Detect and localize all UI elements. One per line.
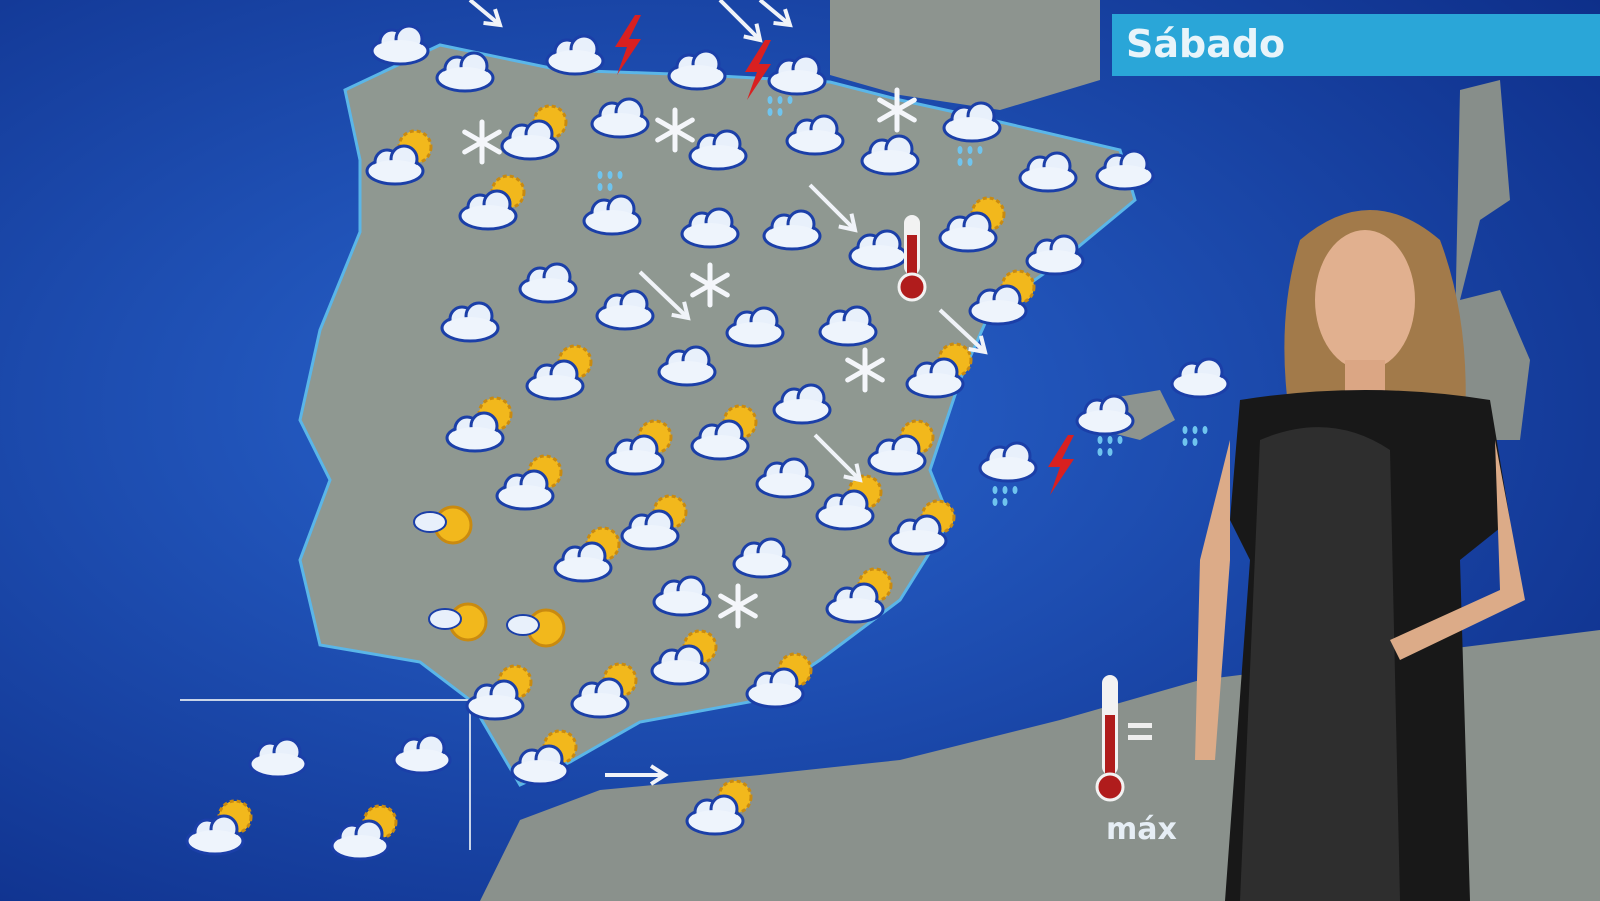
rain-icon bbox=[1012, 486, 1018, 494]
day-label: Sábado bbox=[1126, 22, 1286, 66]
rain-icon bbox=[787, 96, 793, 104]
rain-icon bbox=[1002, 498, 1008, 506]
rain-icon bbox=[1097, 436, 1103, 444]
snow-icon bbox=[845, 347, 885, 393]
rain-icon bbox=[1107, 436, 1113, 444]
max-temperature-label: máx bbox=[1106, 812, 1177, 847]
wind-arrow-icon bbox=[808, 183, 858, 233]
rain-icon bbox=[607, 171, 613, 179]
france-land bbox=[830, 0, 1100, 110]
lightning-icon bbox=[615, 15, 641, 75]
rain-icon bbox=[597, 171, 603, 179]
thermometer-icon bbox=[897, 215, 927, 302]
rain-icon bbox=[1182, 426, 1188, 434]
snow-icon bbox=[462, 119, 502, 165]
sun-cloud-icon bbox=[413, 505, 473, 545]
corsica-sardinia bbox=[1455, 80, 1530, 440]
rain-icon bbox=[1097, 448, 1103, 456]
rain-icon bbox=[777, 96, 783, 104]
rain-icon bbox=[957, 146, 963, 154]
rain-icon bbox=[597, 183, 603, 191]
lightning-icon bbox=[1048, 435, 1074, 495]
snow-icon bbox=[877, 87, 917, 133]
wind-arrow-icon bbox=[468, 0, 503, 28]
rain-icon bbox=[777, 108, 783, 116]
snow-icon bbox=[718, 583, 758, 629]
rain-icon bbox=[1117, 436, 1123, 444]
rain-icon bbox=[767, 108, 773, 116]
rain-icon bbox=[607, 183, 613, 191]
snow-icon bbox=[690, 262, 730, 308]
wind-arrow-icon bbox=[718, 0, 763, 43]
wind-arrow-icon bbox=[813, 433, 863, 483]
rain-icon bbox=[967, 158, 973, 166]
rain-icon bbox=[967, 146, 973, 154]
lightning-icon bbox=[745, 40, 771, 100]
sun-cloud-icon bbox=[428, 602, 488, 642]
rain-icon bbox=[992, 498, 998, 506]
wind-arrow-icon bbox=[938, 308, 988, 355]
day-banner: Sábado bbox=[1112, 14, 1600, 76]
rain-icon bbox=[617, 171, 623, 179]
thermometer-icon bbox=[1095, 675, 1152, 802]
rain-icon bbox=[992, 486, 998, 494]
rain-icon bbox=[977, 146, 983, 154]
wind-arrow-icon bbox=[758, 0, 793, 28]
wind-arrow-icon bbox=[605, 764, 669, 786]
wind-arrow-icon bbox=[638, 270, 691, 321]
sun-cloud-icon bbox=[506, 608, 566, 648]
snow-icon bbox=[655, 107, 695, 153]
rain-icon bbox=[1107, 448, 1113, 456]
presenter bbox=[1195, 210, 1525, 901]
rain-icon bbox=[1192, 426, 1198, 434]
rain-icon bbox=[1182, 438, 1188, 446]
rain-icon bbox=[1002, 486, 1008, 494]
rain-icon bbox=[1192, 438, 1198, 446]
rain-icon bbox=[957, 158, 963, 166]
iberia-land bbox=[298, 43, 1137, 787]
rain-icon bbox=[1202, 426, 1208, 434]
rain-icon bbox=[767, 96, 773, 104]
